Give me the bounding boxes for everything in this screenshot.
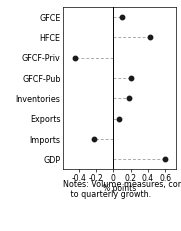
Text: Notes: Volume measures, contributions
   to quarterly growth.: Notes: Volume measures, contributions to… bbox=[63, 180, 181, 199]
X-axis label: % points: % points bbox=[103, 184, 136, 193]
